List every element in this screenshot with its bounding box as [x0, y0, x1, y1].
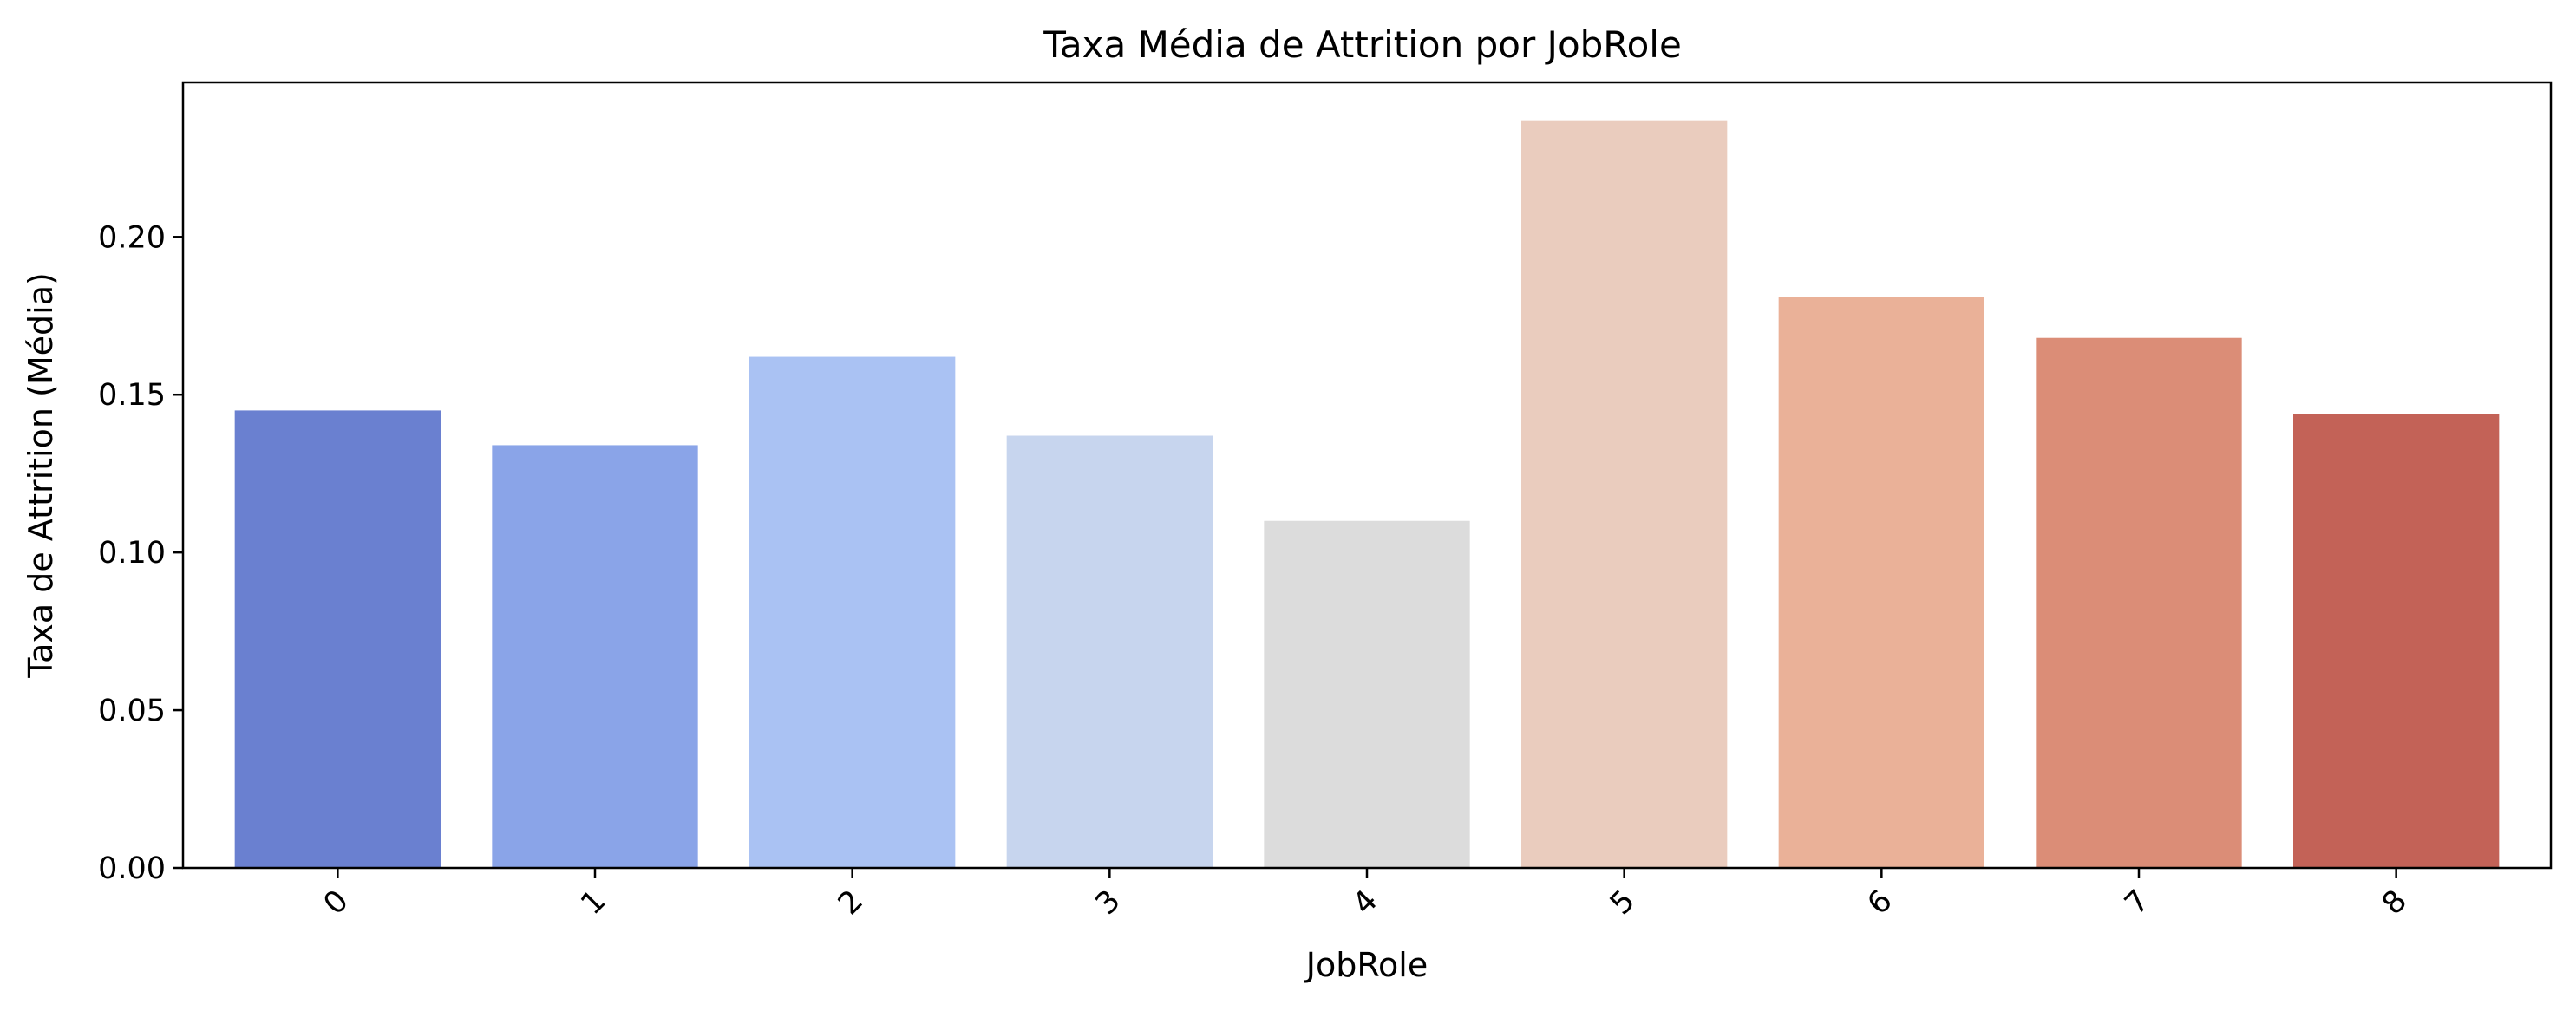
plot-frame: [181, 81, 2553, 870]
bar-1: [492, 445, 698, 868]
bar-5: [1521, 120, 1728, 868]
x-tick-label-7: 7: [2118, 884, 2156, 922]
x-tick-label-0: 0: [317, 884, 356, 922]
bars-group: [234, 120, 2500, 869]
y-tick-label-0.15: 0.15: [98, 378, 166, 413]
x-tick-label-8: 8: [2376, 884, 2414, 922]
y-tick-label-0.00: 0.00: [98, 851, 166, 886]
chart-title: Taxa Média de Attrition por JobRole: [1043, 23, 1682, 66]
x-tick-label-4: 4: [1346, 884, 1384, 922]
y-tick-label-0.20: 0.20: [98, 220, 166, 255]
y-axis: 0.00 0.05 0.10 0.15 0.20: [98, 220, 183, 886]
bar-7: [2036, 337, 2242, 868]
x-tick-label-1: 1: [574, 884, 612, 922]
x-axis-label: JobRole: [1304, 946, 1428, 984]
x-axis: 0 1 2 3 4 5 6 7 8: [317, 868, 2414, 922]
bar-3: [1006, 435, 1213, 868]
bar-8: [2293, 414, 2500, 868]
bar-6: [1778, 297, 1984, 868]
y-tick-label-0.10: 0.10: [98, 536, 166, 571]
x-tick-label-6: 6: [1861, 884, 1899, 922]
x-tick-label-2: 2: [832, 884, 870, 922]
x-tick-label-3: 3: [1089, 884, 1128, 922]
bar-4: [1264, 520, 1470, 868]
x-tick-label-5: 5: [1604, 884, 1642, 922]
y-axis-label: Taxa de Attrition (Média): [22, 272, 60, 679]
y-tick-label-0.05: 0.05: [98, 694, 166, 728]
bar-0: [234, 410, 441, 868]
bar-2: [749, 356, 956, 869]
